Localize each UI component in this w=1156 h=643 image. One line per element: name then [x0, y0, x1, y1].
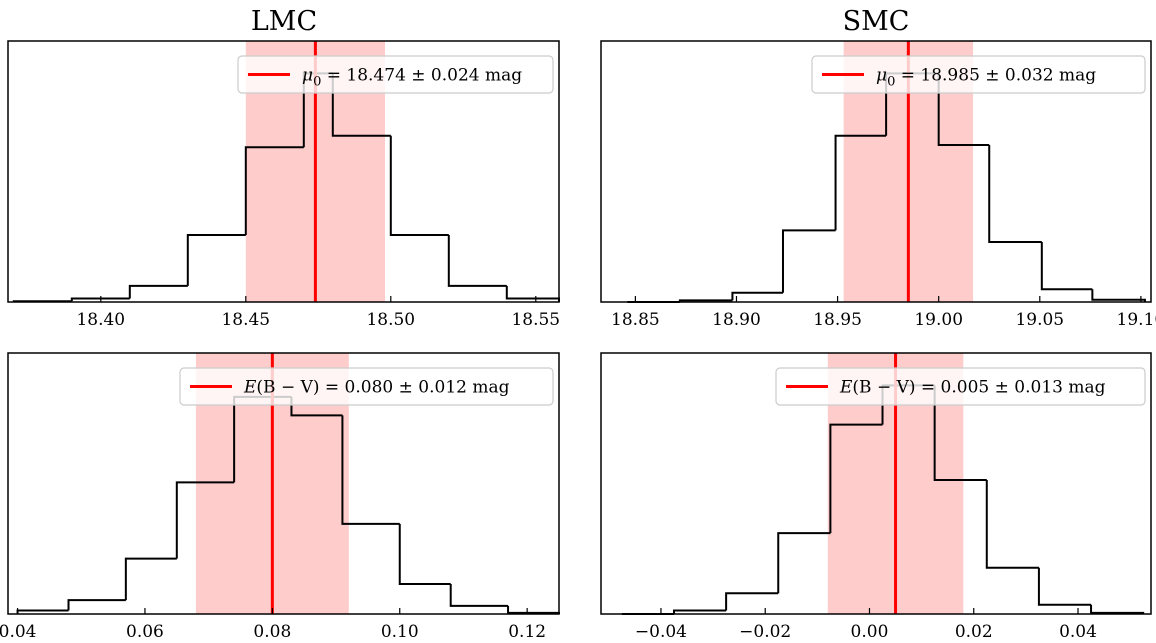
histogram-bin [124, 557, 177, 601]
legend-box [775, 367, 1146, 406]
histogram-bin [70, 297, 130, 302]
histogram-bin [507, 605, 560, 614]
histogram-bin [731, 291, 783, 301]
histogram-bin [985, 480, 1039, 569]
x-tick-label: 18.55 [511, 310, 560, 330]
histogram-bin [175, 481, 235, 559]
x-tick-label: −0.04 [635, 622, 687, 642]
histogram-panel: −0.04 −0.02 0.00 0.02 0.04 E(B − V) = 0.005 ±… [600, 352, 1152, 642]
x-tick-label: 18.40 [76, 310, 125, 330]
histogram-bin [67, 599, 126, 611]
x-tick-label: 0.00 [851, 622, 889, 642]
axes-frame [7, 352, 560, 615]
histogram-bin [447, 235, 507, 287]
x-tick-label: 0.02 [955, 622, 993, 642]
histogram-bin [725, 592, 779, 611]
x-tick-label: 0.04 [0, 622, 36, 642]
histogram-bin [1091, 289, 1146, 302]
histogram-bin [244, 146, 304, 236]
legend-box [179, 367, 554, 406]
histogram-bin [331, 73, 391, 137]
x-tick-label: 18.45 [221, 310, 270, 330]
histogram-bin [1040, 241, 1093, 291]
panels: 18.40 18.45 18.50 18.55 μ0 = 18.474 ± 0.024 … [0, 40, 1156, 642]
histogram-bin [988, 144, 1042, 243]
x-tick-label: 19.05 [1015, 310, 1064, 330]
histogram-bin [829, 423, 883, 534]
histogram-bin [777, 532, 831, 594]
x-tick-label: 18.85 [611, 310, 660, 330]
x-tick-label: 18.95 [813, 310, 862, 330]
column-title-smc: SMC [843, 6, 910, 37]
legend: E(B − V) = 0.080 ± 0.012 mag [179, 367, 554, 406]
histogram-bin [781, 229, 836, 293]
histogram-bin [1037, 567, 1092, 606]
histogram-bin [128, 284, 188, 299]
legend-label: E(B − V) = 0.080 ± 0.012 mag [243, 378, 510, 398]
histogram-bin [672, 609, 727, 614]
histogram-panel: 18.85 18.90 18.95 19.00 19.05 19.10 μ0 = 18.98… [600, 40, 1156, 330]
x-tick-label: 19.00 [914, 310, 963, 330]
legend: μ0 = 18.985 ± 0.032 mag [811, 55, 1146, 94]
histogram-bin [933, 385, 987, 482]
histogram-bin [449, 583, 509, 607]
x-tick-label: −0.02 [739, 622, 791, 642]
column-title-lmc: LMC [251, 6, 317, 37]
axes-frame [600, 352, 1152, 615]
x-tick-label: 0.12 [508, 622, 546, 642]
x-tick-label: 0.10 [381, 622, 419, 642]
legend-label: E(B − V) = 0.005 ± 0.013 mag [839, 378, 1106, 398]
x-tick-label: 0.08 [253, 622, 291, 642]
histogram-bin [186, 234, 246, 286]
histogram-bin [389, 135, 449, 237]
legend-label: μ0 = 18.985 ± 0.032 mag [876, 66, 1096, 90]
histogram-bin [834, 134, 887, 231]
histogram-panel: 0.04 0.06 0.08 0.10 0.12 E(B − V) = 0.080 ± 0… [0, 352, 560, 642]
histogram-bin [1090, 604, 1145, 614]
legend: μ0 = 18.474 ± 0.024 mag [237, 55, 554, 94]
histogram-bin [398, 523, 451, 585]
legend-box [811, 55, 1146, 94]
x-tick-label: 18.90 [712, 310, 761, 330]
x-tick-label: 18.50 [366, 310, 415, 330]
histogram-bin [341, 415, 400, 525]
histogram-bin [505, 285, 560, 302]
legend-box [237, 55, 554, 94]
axes-frame [7, 40, 560, 303]
x-tick-label: 19.10 [1117, 310, 1156, 330]
histogram-panel: 18.40 18.45 18.50 18.55 μ0 = 18.474 ± 0.024 … [7, 40, 560, 330]
legend-label: μ0 = 18.474 ± 0.024 mag [302, 66, 522, 90]
histogram-bin [937, 73, 990, 146]
legend: E(B − V) = 0.005 ± 0.013 mag [775, 367, 1146, 406]
x-tick-label: 0.04 [1059, 622, 1097, 642]
axes-frame [600, 40, 1152, 303]
x-tick-label: 0.06 [126, 622, 164, 642]
